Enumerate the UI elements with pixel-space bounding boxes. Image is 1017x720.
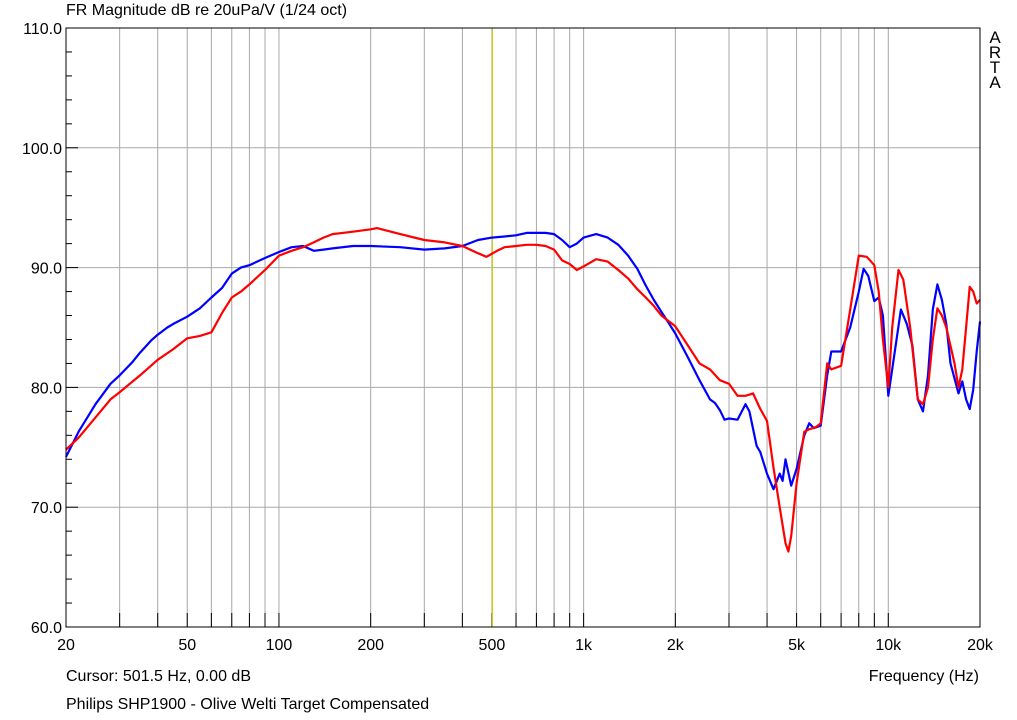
x-tick-label: 5k <box>788 637 806 654</box>
x-tick-label: 20 <box>57 637 75 654</box>
tick-labels: 20 50 100 200 500 1k 2k 5k 10k 20k 60.0 70.0 80.0 90.… <box>22 21 994 654</box>
axis-ticks <box>66 27 889 628</box>
series-line-2 <box>65 227 981 553</box>
y-tick-label: 70.0 <box>31 500 62 517</box>
x-tick-label: 50 <box>178 637 196 654</box>
x-tick-label: 2k <box>667 637 685 654</box>
plot-frame <box>65 27 981 628</box>
cursor-readout: Cursor: 501.5 Hz, 0.00 dB <box>66 668 251 685</box>
chart-title: FR Magnitude dB re 20uPa/V (1/24 oct) <box>66 2 348 19</box>
y-tick-label: 100.0 <box>22 141 62 158</box>
brand-letter: T <box>989 58 1001 77</box>
x-tick-label: 100 <box>266 637 293 654</box>
y-tick-label: 60.0 <box>31 620 62 637</box>
brand-letter: R <box>988 43 1002 62</box>
x-tick-label: 20k <box>967 637 994 654</box>
measurement-caption: Philips SHP1900 - Olive Welti Target Com… <box>66 696 430 713</box>
brand-letter: A <box>989 28 1001 47</box>
y-tick-label: 110.0 <box>23 21 62 38</box>
x-tick-label: 10k <box>875 637 902 654</box>
y-tick-label: 90.0 <box>31 261 62 278</box>
x-axis-label: Frequency (Hz) <box>868 668 979 685</box>
series-layer <box>65 227 982 553</box>
x-tick-label: 500 <box>479 637 506 654</box>
x-tick-label: 200 <box>357 637 384 654</box>
brand-letter: A <box>989 73 1001 92</box>
x-tick-label: 1k <box>575 637 593 654</box>
arta-brand-label: A R T A <box>985 28 1005 92</box>
y-tick-label: 80.0 <box>31 380 62 397</box>
series-line-1 <box>65 231 982 491</box>
grid-lines <box>66 28 980 627</box>
